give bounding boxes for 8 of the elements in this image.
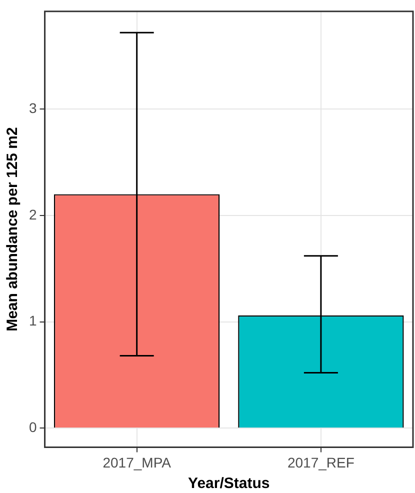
y-axis-title: Mean abundance per 125 m2 — [4, 127, 22, 332]
y-tick-label: 1 — [28, 312, 37, 329]
y-tick-label: 3 — [28, 100, 37, 116]
x-axis-title: Year/Status — [188, 475, 270, 492]
x-tick-label: 2017_REF — [287, 454, 354, 470]
y-tick-label: 0 — [28, 418, 37, 435]
x-tick-label: 2017_MPA — [102, 454, 172, 470]
y-tick-label: 2 — [28, 206, 37, 222]
